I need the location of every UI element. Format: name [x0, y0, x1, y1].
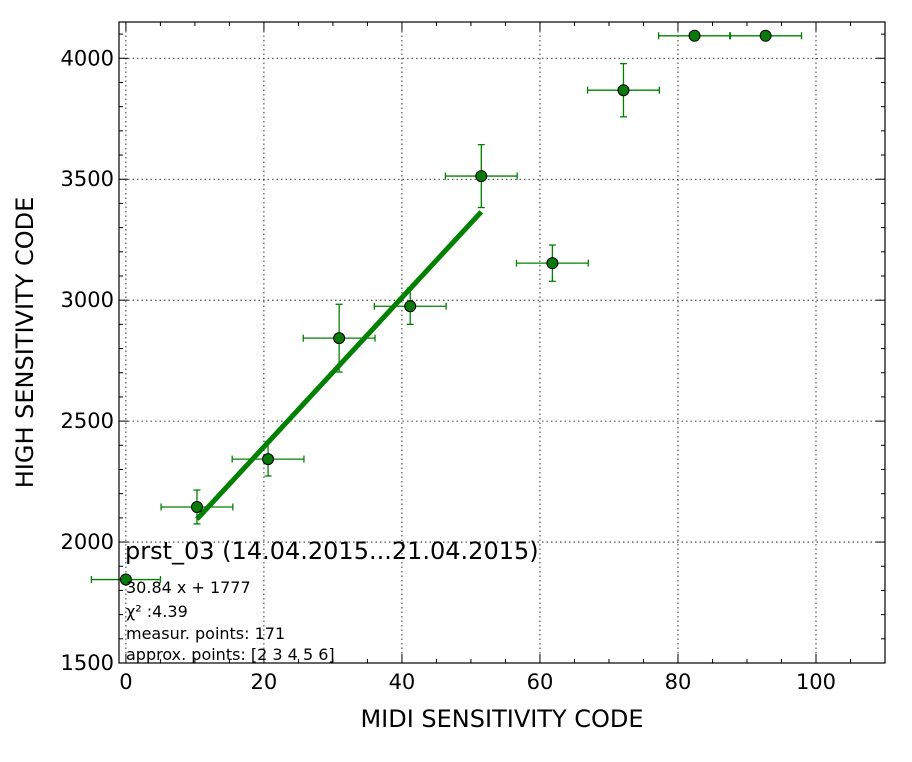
data-point — [119, 573, 132, 586]
annotation: prst_03 (14.04.2015...21.04.2015) 30.84 … — [125, 537, 539, 664]
data-point — [404, 300, 417, 313]
y-tick-label: 2500 — [61, 409, 114, 433]
grid-layer — [119, 22, 885, 663]
annotation-title: prst_03 (14.04.2015...21.04.2015) — [125, 537, 539, 565]
plot-frame — [118, 21, 886, 664]
data-point — [190, 500, 203, 513]
y-tick-label: 2000 — [61, 530, 114, 554]
annotation-fit-equation: 30.84 x + 1777 — [126, 578, 251, 597]
y-tick-label: 4000 — [61, 46, 114, 70]
y-tick-label: 3500 — [61, 167, 114, 191]
x-axis-title: MIDI SENSITIVITY CODE — [360, 705, 643, 733]
x-tick-label: 100 — [796, 670, 836, 694]
y-tick-label: 3000 — [61, 288, 114, 312]
data-point — [262, 453, 275, 466]
marks-layer — [90, 29, 803, 586]
x-tick-label: 40 — [389, 670, 416, 694]
x-tick-label: 80 — [665, 670, 692, 694]
annotation-measured-points: measur. points: 171 — [126, 624, 285, 643]
annotation-approx-points: approx. points: [2 3 4 5 6] — [126, 645, 335, 664]
y-tick-label: 1500 — [61, 651, 114, 675]
data-point — [546, 257, 559, 270]
x-tick-label: 0 — [119, 670, 132, 694]
data-point — [759, 29, 772, 42]
annotation-chi-square: χ² :4.39 — [126, 602, 188, 621]
ticks-layer: 0 20 40 60 80 100 1500 2000 2500 3000 3500 4000 — [61, 22, 886, 694]
data-point — [617, 84, 630, 97]
y-axis-title: HIGH SENSITIVITY CODE — [11, 197, 39, 489]
data-point — [475, 170, 488, 183]
data-point — [333, 332, 346, 345]
data-point — [688, 29, 701, 42]
x-tick-label: 60 — [527, 670, 554, 694]
x-tick-label: 20 — [251, 670, 278, 694]
